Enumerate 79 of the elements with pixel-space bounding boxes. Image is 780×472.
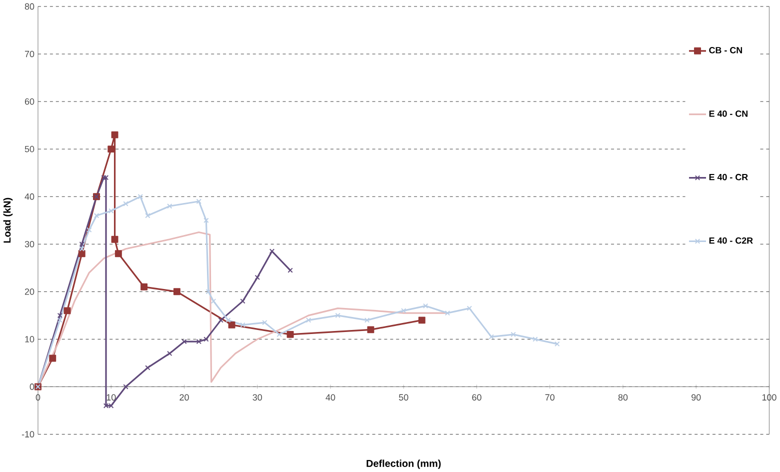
y-tick-label: 20 — [24, 288, 34, 295]
point — [210, 298, 216, 304]
point — [182, 338, 187, 344]
point — [269, 248, 275, 254]
point — [196, 338, 202, 344]
point — [57, 317, 63, 323]
x-tick-label: 30 — [252, 394, 262, 400]
point — [367, 326, 374, 334]
point — [108, 145, 115, 152]
point — [140, 283, 148, 290]
point — [510, 332, 516, 337]
x-tick-label: 20 — [180, 394, 189, 400]
point — [114, 250, 122, 257]
point — [206, 288, 211, 294]
point — [57, 312, 63, 318]
legend-label: E 40 - C2R — [709, 237, 753, 244]
point — [262, 320, 268, 326]
point — [532, 336, 538, 342]
point — [101, 174, 106, 180]
point — [86, 227, 92, 232]
point — [226, 317, 231, 323]
y-axis-title: Load (kN) — [3, 198, 13, 243]
point — [418, 316, 426, 324]
x-tick-label: 60 — [472, 394, 482, 400]
legend-label: E 40 - CN — [709, 110, 748, 117]
point — [167, 203, 172, 209]
legend-label: E 40 - CR — [709, 174, 748, 180]
y-tick-label: 0 — [30, 383, 34, 390]
point — [488, 334, 494, 340]
point — [466, 306, 472, 311]
point — [196, 198, 202, 204]
x-axis-title: Deflection (mm) — [366, 460, 441, 469]
point — [400, 308, 406, 314]
point — [111, 236, 118, 243]
y-tick-label: 10 — [25, 336, 34, 342]
point — [138, 194, 143, 200]
point — [78, 250, 86, 257]
legend-label: CB - CN — [709, 46, 742, 54]
point — [108, 208, 114, 214]
point — [228, 321, 236, 328]
point — [167, 350, 172, 356]
point — [364, 317, 370, 323]
y-tick-label: -10 — [22, 430, 34, 438]
y-tick-label: 60 — [24, 98, 34, 105]
y-tick-label: 50 — [24, 146, 34, 152]
y-tick-label: 40 — [24, 193, 34, 200]
point — [111, 131, 118, 138]
point — [204, 218, 209, 223]
point — [79, 241, 84, 247]
point — [79, 246, 84, 252]
point — [335, 312, 340, 318]
y-tick-label: 80 — [24, 3, 34, 10]
point — [422, 303, 428, 308]
x-tick-label: 70 — [545, 394, 554, 400]
point — [49, 354, 56, 362]
point — [145, 212, 150, 218]
x-tick-label: 80 — [618, 394, 628, 400]
x-tick-label: 0 — [36, 394, 40, 400]
point — [276, 332, 282, 337]
point — [64, 307, 71, 314]
point — [173, 288, 180, 296]
point — [94, 212, 100, 218]
point — [444, 310, 450, 316]
point — [123, 200, 128, 206]
y-tick-label: 30 — [24, 240, 34, 248]
point — [103, 174, 109, 180]
point — [240, 298, 246, 304]
y-tick-label: 70 — [24, 50, 34, 58]
x-tick-label: 90 — [692, 394, 701, 400]
x-tick-label: 50 — [398, 394, 408, 400]
point — [123, 384, 128, 390]
point — [204, 336, 209, 342]
point — [254, 274, 260, 280]
point — [145, 364, 150, 370]
point — [218, 317, 224, 323]
point — [240, 322, 246, 328]
x-tick-label: 40 — [326, 394, 336, 400]
point — [286, 330, 294, 338]
point — [306, 317, 312, 323]
